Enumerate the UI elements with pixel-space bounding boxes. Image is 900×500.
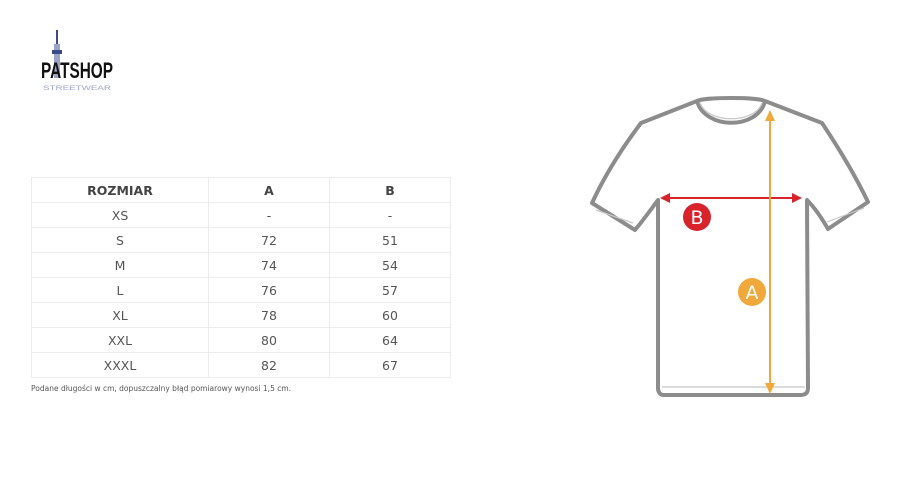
table-row: XXL 80 64: [31, 327, 451, 353]
label-a-badge: [738, 278, 766, 306]
size-cell: XS: [31, 202, 209, 228]
size-table: ROZMIAR A B XS - - S 72 51 M 74 54 L 76 57 XL 78 60 XXL…: [31, 177, 451, 378]
label-a: A: [746, 282, 759, 304]
table-row: S 72 51: [31, 227, 451, 253]
b-cell: 64: [329, 327, 451, 353]
measurement-note: Podane długości w cm, dopuszczalny błąd …: [31, 384, 292, 393]
svg-text:STREETWEAR: STREETWEAR: [43, 86, 112, 92]
a-cell: 76: [208, 277, 330, 303]
size-cell: S: [31, 227, 209, 253]
size-cell: M: [31, 252, 209, 278]
a-cell: 78: [208, 302, 330, 328]
table-row: XL 78 60: [31, 302, 451, 328]
a-cell: 74: [208, 252, 330, 278]
b-cell: 60: [329, 302, 451, 328]
size-cell: XXL: [31, 327, 209, 353]
size-cell: XL: [31, 302, 209, 328]
b-cell: 57: [329, 277, 451, 303]
b-cell: 51: [329, 227, 451, 253]
table-row: M 74 54: [31, 252, 451, 278]
tshirt-outline: [590, 96, 870, 397]
table-row: L 76 57: [31, 277, 451, 303]
tshirt-diagram: B A: [590, 96, 870, 397]
patshop-logo: PATSHOP STREETWEAR: [41, 30, 113, 92]
dimension-a-arrow: [765, 110, 775, 394]
a-cell: 80: [208, 327, 330, 353]
size-cell: XXXL: [31, 352, 209, 378]
dimension-b-arrow: [660, 193, 802, 203]
header-size: ROZMIAR: [31, 177, 209, 203]
table-row: XS - -: [31, 202, 451, 228]
a-cell: 82: [208, 352, 330, 378]
table-row: XXXL 82 67: [31, 352, 451, 378]
label-b-badge: [683, 203, 711, 231]
header-a: A: [208, 177, 330, 203]
header-b: B: [329, 177, 451, 203]
a-cell: -: [208, 202, 330, 228]
label-b: B: [690, 207, 703, 229]
table-header-row: ROZMIAR A B: [31, 177, 451, 203]
svg-text:PATSHOP: PATSHOP: [41, 58, 113, 83]
a-cell: 72: [208, 227, 330, 253]
size-cell: L: [31, 277, 209, 303]
b-cell: -: [329, 202, 451, 228]
b-cell: 67: [329, 352, 451, 378]
b-cell: 54: [329, 252, 451, 278]
